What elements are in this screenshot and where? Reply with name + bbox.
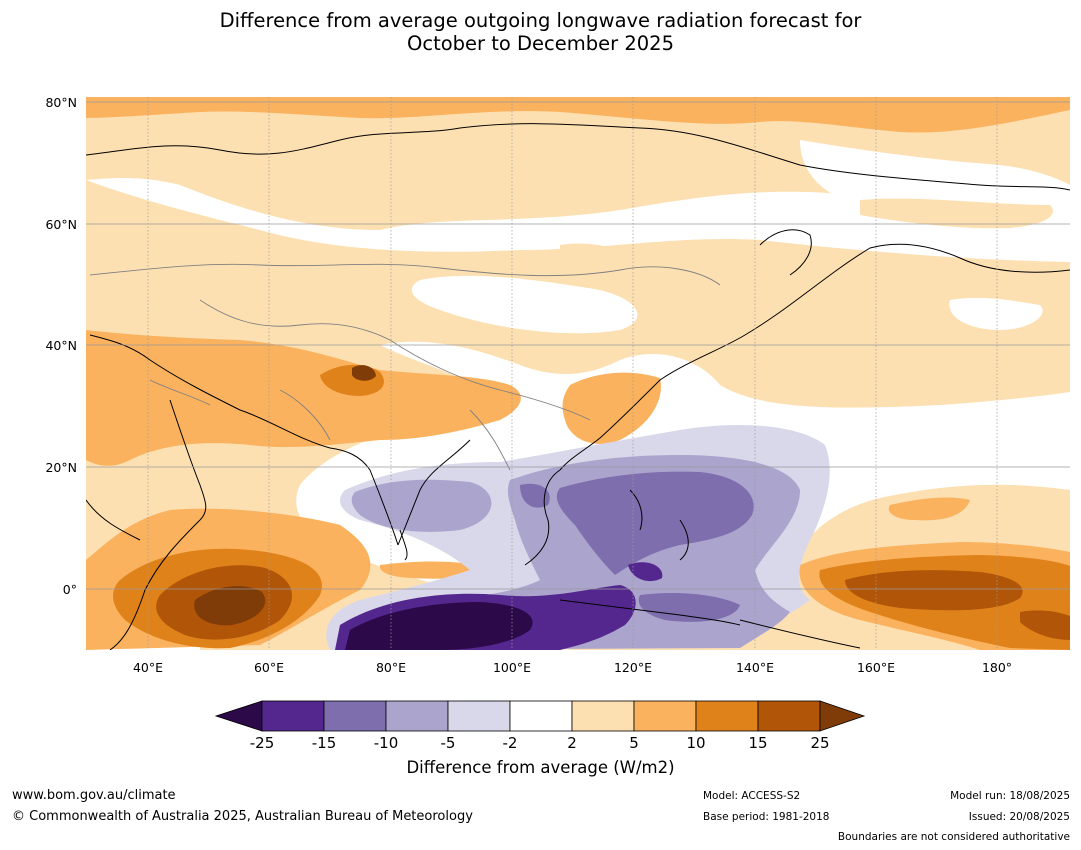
footer-model: Model: ACCESS-S2 bbox=[703, 790, 801, 802]
lon-label-160e: 160°E bbox=[857, 660, 895, 675]
latitude-labels: 80°N 60°N 40°N 20°N 0° bbox=[45, 95, 77, 597]
negative-below-25-regions bbox=[345, 602, 533, 650]
lon-label-180: 180° bbox=[982, 660, 1012, 675]
coastlines bbox=[86, 123, 1070, 650]
longitude-labels: 40°E 60°E 80°E 100°E 120°E 140°E 160°E 1… bbox=[133, 660, 1012, 675]
colorbar-tick-label: 2 bbox=[567, 734, 577, 752]
colorbar-swatch bbox=[571, 700, 635, 732]
lat-label-80n: 80°N bbox=[45, 95, 77, 110]
footer-disclaimer: Boundaries are not considered authoritat… bbox=[837, 831, 1070, 843]
map-panel bbox=[86, 97, 1070, 650]
colorbar-swatch bbox=[385, 700, 449, 732]
colorbar-tick-label: -25 bbox=[250, 734, 275, 752]
lat-label-60n: 60°N bbox=[45, 217, 77, 232]
colorbar-swatch bbox=[509, 700, 573, 732]
lon-label-140e: 140°E bbox=[736, 660, 774, 675]
footer-base-period: Base period: 1981-2018 bbox=[703, 811, 830, 823]
colorbar-extend-high bbox=[819, 700, 866, 732]
colorbar-tick-label: 5 bbox=[629, 734, 639, 752]
colorbar-tick-label: 10 bbox=[686, 734, 705, 752]
title-line-1: Difference from average outgoing longwav… bbox=[219, 9, 862, 32]
colorbar-swatch bbox=[633, 700, 697, 732]
lon-label-120e: 120°E bbox=[614, 660, 652, 675]
lat-label-0: 0° bbox=[63, 582, 77, 597]
footer-issued: Issued: 20/08/2025 bbox=[968, 811, 1070, 823]
graticule bbox=[86, 97, 1070, 650]
colorbar-tick-label: -10 bbox=[374, 734, 399, 752]
colorbar-tick-label: -5 bbox=[441, 734, 456, 752]
colorbar-tick-label: 25 bbox=[810, 734, 829, 752]
lon-label-80e: 80°E bbox=[376, 660, 406, 675]
positive-above-25-regions bbox=[194, 365, 376, 626]
colorbar-swatch bbox=[261, 700, 325, 732]
colorbar-swatch bbox=[757, 700, 821, 732]
colorbar-swatch bbox=[447, 700, 511, 732]
colorbar-tick-label: -15 bbox=[312, 734, 337, 752]
colorbar-tick-label: -2 bbox=[503, 734, 518, 752]
colorbar-title: Difference from average (W/m2) bbox=[406, 758, 675, 777]
map-title: Difference from average outgoing longwav… bbox=[0, 9, 1081, 55]
positive-15-25-regions bbox=[156, 565, 1070, 640]
lon-label-40e: 40°E bbox=[133, 660, 163, 675]
negative-10-15-regions bbox=[520, 471, 754, 622]
colorbar-swatch bbox=[695, 700, 759, 732]
positive-2-5-regions bbox=[560, 198, 1070, 522]
colorbar-tick-label: 15 bbox=[748, 734, 767, 752]
title-line-2: October to December 2025 bbox=[407, 32, 674, 55]
lon-label-100e: 100°E bbox=[493, 660, 531, 675]
colorbar-extend-low bbox=[214, 700, 263, 732]
footer-model-run: Model run: 18/08/2025 bbox=[950, 790, 1070, 802]
colorbar-swatch bbox=[323, 700, 387, 732]
lon-label-60e: 60°E bbox=[254, 660, 284, 675]
footer-url[interactable]: www.bom.gov.au/climate bbox=[12, 788, 176, 803]
lat-label-20n: 20°N bbox=[45, 460, 77, 475]
footer-copyright: © Commonwealth of Australia 2025, Austra… bbox=[12, 809, 473, 824]
country-borders bbox=[89, 263, 721, 471]
lat-label-40n: 40°N bbox=[45, 338, 77, 353]
colorbar: -25 -15 -10 -5 -2 2 5 10 15 25 bbox=[214, 700, 866, 752]
